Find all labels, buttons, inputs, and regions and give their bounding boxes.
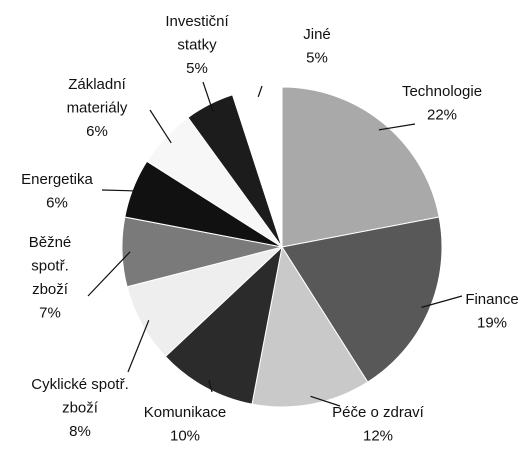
value-label: 5% xyxy=(186,60,208,77)
label-line: Investiční xyxy=(165,13,229,30)
leader-line xyxy=(421,295,463,308)
label-line: Energetika xyxy=(21,171,93,188)
value-label: 6% xyxy=(86,123,108,140)
label-line: Péče o zdraví xyxy=(332,404,425,421)
slice-label: Péče o zdraví xyxy=(332,404,425,421)
pie-slice xyxy=(251,245,369,408)
pie-slice xyxy=(231,86,283,248)
pie-slice xyxy=(281,216,443,383)
leader-line xyxy=(101,189,141,192)
leader-line xyxy=(149,109,172,144)
label-line: Cyklické spotř. xyxy=(31,376,129,393)
value-label: 6% xyxy=(46,194,68,211)
leader-line xyxy=(127,320,150,373)
slice-label: Cyklické spotř. zboží xyxy=(31,376,129,417)
label-line: Technologie xyxy=(402,83,482,100)
slice-label: Komunikace xyxy=(144,404,227,421)
pie-slice xyxy=(281,86,440,248)
pie-slice xyxy=(164,245,283,405)
leader-line xyxy=(378,123,416,131)
leader-line xyxy=(310,395,341,407)
label-line: Finance xyxy=(465,291,518,308)
slice-label: Finance xyxy=(465,291,518,308)
label-line: statky xyxy=(177,36,217,53)
slice-label: Základní materiály xyxy=(67,76,128,117)
label-line: Komunikace xyxy=(144,404,227,421)
slice-label: Běžné spotř. zboží xyxy=(29,234,72,298)
label-line: Základní xyxy=(68,76,126,93)
label-line: spotř. xyxy=(31,257,69,274)
slice-label: Technologie xyxy=(402,83,482,100)
value-label: 8% xyxy=(69,423,91,440)
label-line: Běžné xyxy=(29,234,72,251)
leader-line xyxy=(202,81,214,112)
label-line: zboží xyxy=(62,399,99,416)
label-line: Jiné xyxy=(303,26,331,43)
value-label: 7% xyxy=(39,304,61,321)
leader-line xyxy=(257,85,263,98)
value-label: 5% xyxy=(306,49,328,66)
value-label: 12% xyxy=(363,427,393,444)
label-line: zboží xyxy=(32,281,69,298)
slice-label: Jiné xyxy=(303,26,331,43)
slice-label: Investiční statky xyxy=(165,13,229,54)
label-line: materiály xyxy=(67,99,128,116)
slice-label: Energetika xyxy=(21,171,93,188)
leader-line xyxy=(87,251,131,297)
leader-line xyxy=(208,380,213,393)
value-label: 22% xyxy=(427,106,457,123)
value-label: 10% xyxy=(170,427,200,444)
value-label: 19% xyxy=(477,314,507,331)
